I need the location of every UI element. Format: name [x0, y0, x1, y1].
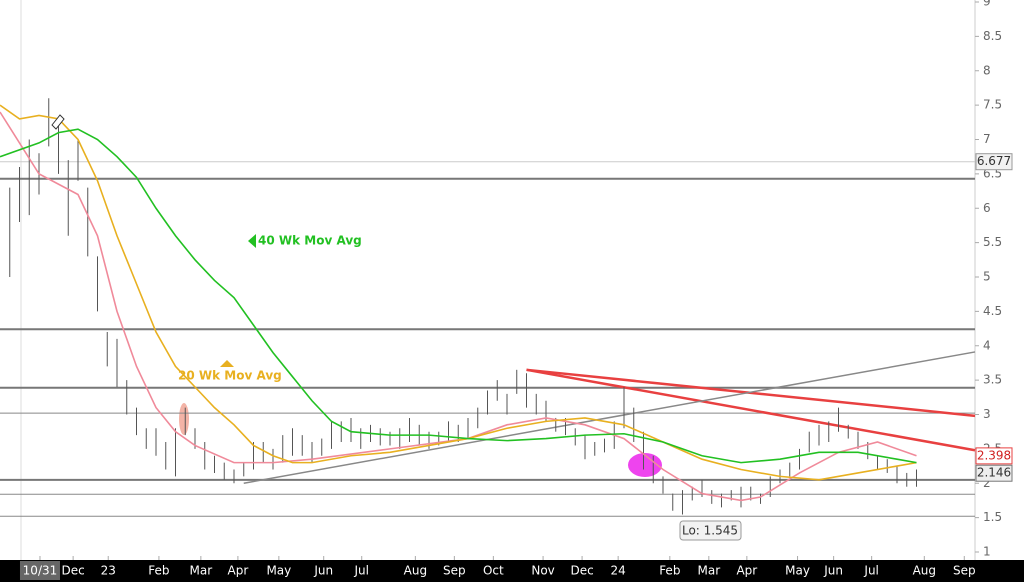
- y-tick-label: 4.5: [983, 304, 1002, 318]
- x-tick-label: Feb: [659, 564, 680, 578]
- x-tick-label: Apr: [736, 564, 757, 578]
- annotation: Lo: 1.545: [682, 524, 738, 538]
- x-tick-label: 10/31: [23, 564, 58, 578]
- x-tick-highlight: [19, 561, 60, 580]
- plot: [0, 98, 976, 517]
- annotation: 40 Wk Mov Avg: [258, 234, 362, 248]
- arrow: [248, 234, 256, 248]
- y-tick-label: 5: [983, 270, 991, 284]
- x-tick-label: Jul: [863, 564, 878, 578]
- x-tick-label: Aug: [404, 564, 427, 578]
- x-tick-label: Feb: [148, 564, 169, 578]
- x-tick-label: May: [785, 564, 810, 578]
- x-tick-label: 24: [611, 564, 626, 578]
- x-tick-label: Jun: [823, 564, 843, 578]
- price-label: 2.398: [977, 448, 1011, 462]
- y-tick-label: 9: [983, 0, 991, 9]
- x-tick-label: Dec: [62, 564, 85, 578]
- trend-line: [243, 351, 976, 484]
- arrow: [220, 360, 234, 367]
- trend-line: [526, 368, 976, 452]
- y-tick-label: 3: [983, 407, 991, 421]
- x-tick-label: Sep: [443, 564, 466, 578]
- price-label: 6.677: [977, 154, 1011, 168]
- x-tick-label: Sep: [953, 564, 976, 578]
- y-tick-label: 7: [983, 132, 991, 146]
- x-tick-label: May: [266, 564, 291, 578]
- x-tick-label: Mar: [190, 564, 213, 578]
- y-tick-label: 3.5: [983, 373, 1002, 387]
- y-tick-label: 4: [983, 338, 991, 352]
- y-tick-label: 2: [983, 476, 991, 490]
- x-tick-label: Jun: [313, 564, 333, 578]
- x-tick-label: Dec: [570, 564, 593, 578]
- y-tick-label: 8: [983, 63, 991, 77]
- y-tick-label: 8.5: [983, 29, 1002, 43]
- x-tick-label: Mar: [698, 564, 721, 578]
- y-tick-label: 6: [983, 201, 991, 215]
- x-tick-label: Oct: [483, 564, 504, 578]
- marker: [179, 403, 189, 435]
- x-tick-label: 23: [101, 564, 116, 578]
- x-tick-label: Aug: [913, 564, 936, 578]
- x-tick-label: Apr: [228, 564, 249, 578]
- y-tick-label: 7.5: [983, 98, 1002, 112]
- y-tick-label: 1.5: [983, 510, 1002, 524]
- x-axis-strip: [0, 560, 1024, 582]
- annotation: 20 Wk Mov Avg: [178, 369, 282, 383]
- price-label-box: [975, 153, 1013, 171]
- cursor-icon: [51, 114, 65, 130]
- moving-average: [0, 111, 917, 502]
- y-tick-label: 1: [983, 545, 991, 559]
- x-tick-label: Jul: [353, 564, 368, 578]
- moving-average: [0, 104, 917, 481]
- y-tick-label: 5.5: [983, 235, 1002, 249]
- x-tick-label: Nov: [531, 564, 554, 578]
- moving-average: [0, 128, 917, 464]
- low-box: [679, 520, 742, 541]
- price-label-box: [975, 447, 1013, 465]
- price-label-box: [975, 464, 1013, 482]
- price-label: 2.146: [977, 466, 1011, 480]
